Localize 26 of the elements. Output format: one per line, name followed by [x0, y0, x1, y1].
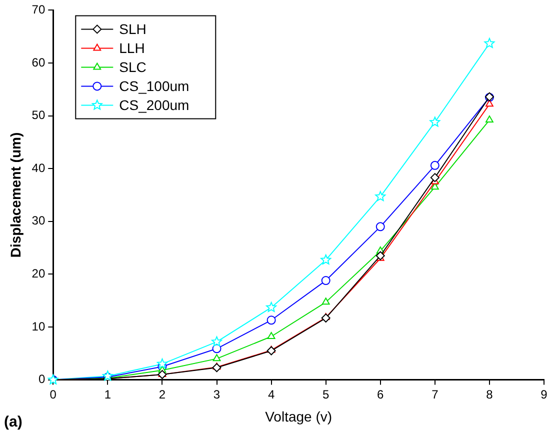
x-tick-label: 5 [322, 387, 330, 402]
legend-label: LLH [119, 40, 145, 56]
x-axis-title: Voltage (v) [265, 408, 332, 424]
y-tick-label: 50 [32, 108, 46, 122]
x-tick-label: 7 [432, 387, 439, 402]
text: (a) [4, 414, 22, 431]
x-tick-label: 4 [268, 387, 275, 402]
legend-label: CS_100um [119, 78, 190, 94]
y-tick-label: 30 [32, 214, 46, 228]
y-tick-label: 20 [32, 266, 46, 281]
y-tick-label: 70 [32, 2, 46, 17]
x-tick-label: 2 [158, 387, 166, 402]
legend-label: SLC [119, 59, 146, 76]
x-tick-label: 8 [486, 387, 494, 402]
x-tick-label: 0 [50, 387, 57, 402]
y-tick-label: 10 [32, 319, 46, 334]
y-tick-label: 40 [32, 160, 46, 175]
y-axis-title: Displacement (um) [7, 132, 24, 258]
legend-label: CS_200um [119, 97, 190, 114]
legend-label: SLH [119, 21, 146, 38]
x-tick-label: 9 [540, 387, 548, 402]
x-tick-label: 1 [104, 387, 112, 402]
x-tick-label: 3 [213, 387, 220, 402]
y-tick-label: 0 [38, 372, 46, 386]
x-tick-label: 6 [377, 387, 384, 402]
y-tick-label: 60 [32, 55, 46, 70]
